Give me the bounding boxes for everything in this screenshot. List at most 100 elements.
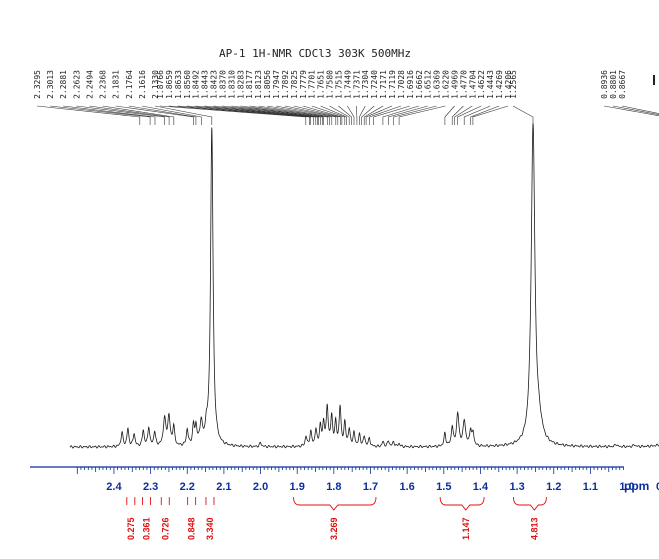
peak-leader-lines bbox=[36, 105, 659, 125]
peak-leader-line bbox=[388, 105, 428, 125]
peak-label: 1.6662 bbox=[415, 70, 424, 99]
peak-leader-line bbox=[267, 105, 333, 125]
axis-tick-label: 1.7 bbox=[363, 481, 378, 493]
peak-leader-line bbox=[612, 105, 659, 116]
peak-leader-line bbox=[463, 105, 491, 125]
peak-leader-line bbox=[293, 105, 341, 125]
axis-tick-label: 1.6 bbox=[400, 481, 415, 493]
integral-group: 0.275 0.361 0.726 0.848 3.340 3.269 1.147 4.813… bbox=[126, 496, 547, 540]
peak-leader-line bbox=[275, 105, 337, 125]
axis-tick-label: 0.9 bbox=[656, 481, 659, 493]
peak-label: 0.8936 bbox=[600, 70, 609, 99]
peak-label: 1.7028 bbox=[397, 70, 406, 99]
axis-tick-label: 1.3 bbox=[509, 481, 524, 493]
peak-label: 1.8310 bbox=[227, 70, 236, 99]
spectrum-trace bbox=[69, 123, 659, 449]
peak-leader-line bbox=[311, 105, 346, 125]
peak-label: 1.6512 bbox=[424, 70, 433, 99]
axis-tick-label: 1.0 bbox=[619, 481, 634, 493]
peak-label: 0.8667 bbox=[618, 70, 627, 99]
peak-label: 1.7171 bbox=[379, 70, 388, 99]
integral-bracket bbox=[293, 496, 377, 511]
peak-label: 2.1330 bbox=[151, 70, 160, 99]
peak-leader-line bbox=[470, 105, 500, 125]
peak-label-group: 2.3295 2.3013 2.2881 2.2623 2.2494 2.2368 2.18… bbox=[33, 70, 627, 99]
axis-tick-label: 1.9 bbox=[290, 481, 305, 493]
ppm-axis: 2.4 2.3 2.2 2.1 2.0 1.9 1.8 1.7 1.6 1.5 1.4 1.3 1.2 1… bbox=[30, 466, 659, 493]
peak-leader-line bbox=[154, 105, 213, 125]
peak-leader-line bbox=[359, 105, 366, 125]
peak-leader-line bbox=[302, 105, 343, 125]
peak-label: 1.7947 bbox=[272, 70, 281, 99]
peak-label: 1.8659 bbox=[165, 70, 174, 99]
peak-label: 1.8123 bbox=[254, 70, 263, 99]
peak-leader-line bbox=[347, 105, 355, 125]
integral-value: 0.361 bbox=[142, 517, 152, 540]
peak-label: 2.2368 bbox=[99, 70, 108, 99]
peak-label: 1.4443 bbox=[486, 70, 495, 99]
peak-label: 1.7304 bbox=[361, 70, 370, 99]
integral-value: 1.147 bbox=[461, 517, 471, 540]
peak-leader-line bbox=[382, 105, 419, 125]
peak-leader-line bbox=[444, 105, 455, 125]
peak-label: 1.6369 bbox=[433, 70, 442, 99]
corner-marker bbox=[653, 75, 655, 85]
axis-tick-label: 2.0 bbox=[253, 481, 268, 493]
peak-label: 1.7825 bbox=[290, 70, 299, 99]
peak-label: 1.2565 bbox=[509, 70, 518, 99]
peak-leader-line bbox=[141, 105, 202, 125]
peak-label: 1.8492 bbox=[192, 70, 201, 99]
axis-tick-label: 1.2 bbox=[546, 481, 561, 493]
peak-leader-line bbox=[361, 105, 375, 125]
peak-label: 1.7240 bbox=[370, 70, 379, 99]
peak-leader-line bbox=[393, 105, 437, 125]
integral-bracket bbox=[512, 496, 547, 511]
axis-tick-label: 1.1 bbox=[583, 481, 598, 493]
peak-label: 1.7580 bbox=[326, 70, 335, 99]
peak-leader-line bbox=[398, 105, 446, 125]
peak-leader-line bbox=[472, 105, 509, 125]
peak-leader-line bbox=[36, 105, 141, 125]
peak-leader-line bbox=[457, 105, 482, 125]
peak-label: 1.4969 bbox=[451, 70, 460, 99]
peak-label: 1.6916 bbox=[406, 70, 415, 99]
peak-label: 1.4622 bbox=[477, 70, 486, 99]
peak-label: 2.1764 bbox=[125, 70, 134, 99]
peak-label: 2.1831 bbox=[112, 70, 121, 99]
peak-leader-line bbox=[603, 105, 659, 117]
peak-leader-line bbox=[102, 105, 175, 125]
peak-leader-line bbox=[451, 105, 464, 125]
peak-label: 1.7892 bbox=[281, 70, 290, 99]
integral-bracket bbox=[439, 496, 485, 511]
axis-tick-label: 1.4 bbox=[473, 481, 489, 493]
peak-leader-line bbox=[365, 105, 393, 125]
peak-label: 1.4206 bbox=[504, 70, 513, 99]
axis-tick-label: 1.8 bbox=[326, 481, 341, 493]
integral-value: 0.848 bbox=[187, 517, 197, 540]
axis-tick-label: 2.1 bbox=[216, 481, 231, 493]
axis-unit-label: ppm bbox=[624, 479, 649, 493]
chart-title: AP-1 1H-NMR CDCl3 303K 500MHz bbox=[219, 47, 411, 60]
integral-value: 0.726 bbox=[160, 517, 170, 540]
peak-label: 1.4704 bbox=[468, 70, 477, 99]
peak-label: 1.7119 bbox=[388, 70, 397, 99]
peak-leader-line bbox=[128, 105, 197, 125]
peak-leader-line bbox=[50, 105, 151, 125]
peak-label: 1.7515 bbox=[335, 70, 344, 99]
peak-label: 2.3295 bbox=[33, 70, 42, 99]
peak-label: 1.4770 bbox=[459, 70, 468, 99]
peak-leader-line bbox=[63, 105, 156, 125]
peak-label: 1.8177 bbox=[245, 70, 254, 99]
peak-leader-line bbox=[320, 105, 347, 125]
peak-label: 0.8801 bbox=[609, 70, 618, 99]
axis-tick-label: 2.4 bbox=[106, 481, 122, 493]
peak-label: 1.8766 bbox=[156, 70, 165, 99]
peak-leader-line bbox=[115, 105, 194, 125]
peak-leader-line bbox=[284, 105, 339, 125]
peak-leader-line bbox=[240, 105, 324, 125]
peak-leader-line bbox=[621, 105, 659, 114]
peak-leader-line bbox=[159, 105, 307, 125]
peak-leader-line bbox=[369, 105, 401, 125]
peak-label: 1.7371 bbox=[352, 70, 361, 99]
